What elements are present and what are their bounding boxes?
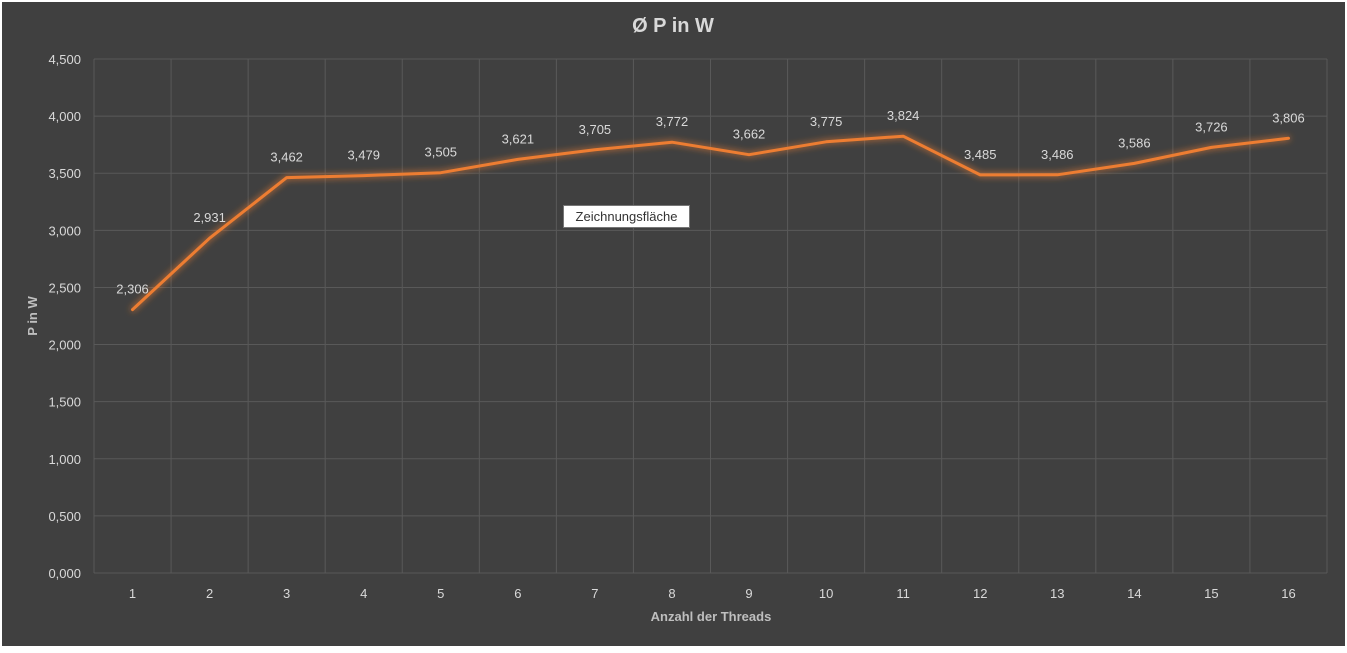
data-label: 2,931	[193, 210, 226, 225]
y-tick-label: 1,000	[48, 452, 81, 467]
x-tick-label: 4	[360, 586, 367, 601]
data-label: 3,462	[270, 150, 303, 165]
x-tick-label: 6	[514, 586, 521, 601]
y-axis-ticks: 0,000 0,500 1,000 1,500 2,000 2,500 3,000 3,500…	[48, 52, 81, 581]
data-label: 3,726	[1195, 119, 1228, 134]
series-line-group	[131, 134, 1290, 312]
x-tick-label: 16	[1281, 586, 1295, 601]
data-label: 2,306	[116, 282, 149, 297]
y-tick-label: 4,000	[48, 109, 81, 124]
y-tick-label: 3,000	[48, 223, 81, 238]
gridlines	[93, 58, 1328, 574]
data-label: 3,505	[425, 145, 458, 160]
y-tick-label: 4,500	[48, 52, 81, 67]
x-tick-label: 8	[668, 586, 675, 601]
data-label: 3,662	[733, 127, 766, 142]
series-line[interactable]	[131, 134, 1290, 312]
x-axis-ticks: 1 2 3 4 5 6 7 8 9 10 11 12 13 14 15 16	[129, 586, 1296, 601]
x-tick-label: 10	[819, 586, 833, 601]
x-tick-label: 2	[206, 586, 213, 601]
y-axis-title: P in W	[25, 296, 40, 336]
x-tick-label: 13	[1050, 586, 1064, 601]
data-label: 3,485	[964, 147, 997, 162]
x-axis-title: Anzahl der Threads	[651, 609, 772, 624]
x-tick-label: 5	[437, 586, 444, 601]
data-label: 3,705	[579, 122, 612, 137]
data-labels: 2,306 2,931 3,462 3,479 3,505 3,621 3,705 3,772…	[116, 108, 1304, 296]
x-tick-label: 15	[1204, 586, 1218, 601]
data-label: 3,586	[1118, 135, 1151, 150]
data-label: 3,824	[887, 108, 920, 123]
x-tick-label: 14	[1127, 586, 1141, 601]
data-label: 3,772	[656, 114, 689, 129]
data-label: 3,479	[347, 148, 380, 163]
data-label: 3,486	[1041, 147, 1074, 162]
y-tick-label: 1,500	[48, 395, 81, 410]
tooltip-plot-area: Zeichnungsfläche	[563, 205, 690, 228]
data-label: 3,775	[810, 114, 843, 129]
y-tick-label: 3,500	[48, 166, 81, 181]
x-tick-label: 3	[283, 586, 290, 601]
x-tick-label: 1	[129, 586, 136, 601]
y-tick-label: 0,500	[48, 509, 81, 524]
y-tick-label: 0,000	[48, 566, 81, 581]
data-label: 3,621	[502, 131, 535, 146]
x-tick-label: 9	[745, 586, 752, 601]
chart-title: Ø P in W	[632, 15, 714, 37]
y-tick-label: 2,000	[48, 338, 81, 353]
x-tick-label: 12	[973, 586, 987, 601]
data-label: 3,806	[1272, 110, 1305, 125]
y-tick-label: 2,500	[48, 280, 81, 295]
x-tick-label: 7	[591, 586, 598, 601]
x-tick-label: 11	[896, 586, 910, 601]
